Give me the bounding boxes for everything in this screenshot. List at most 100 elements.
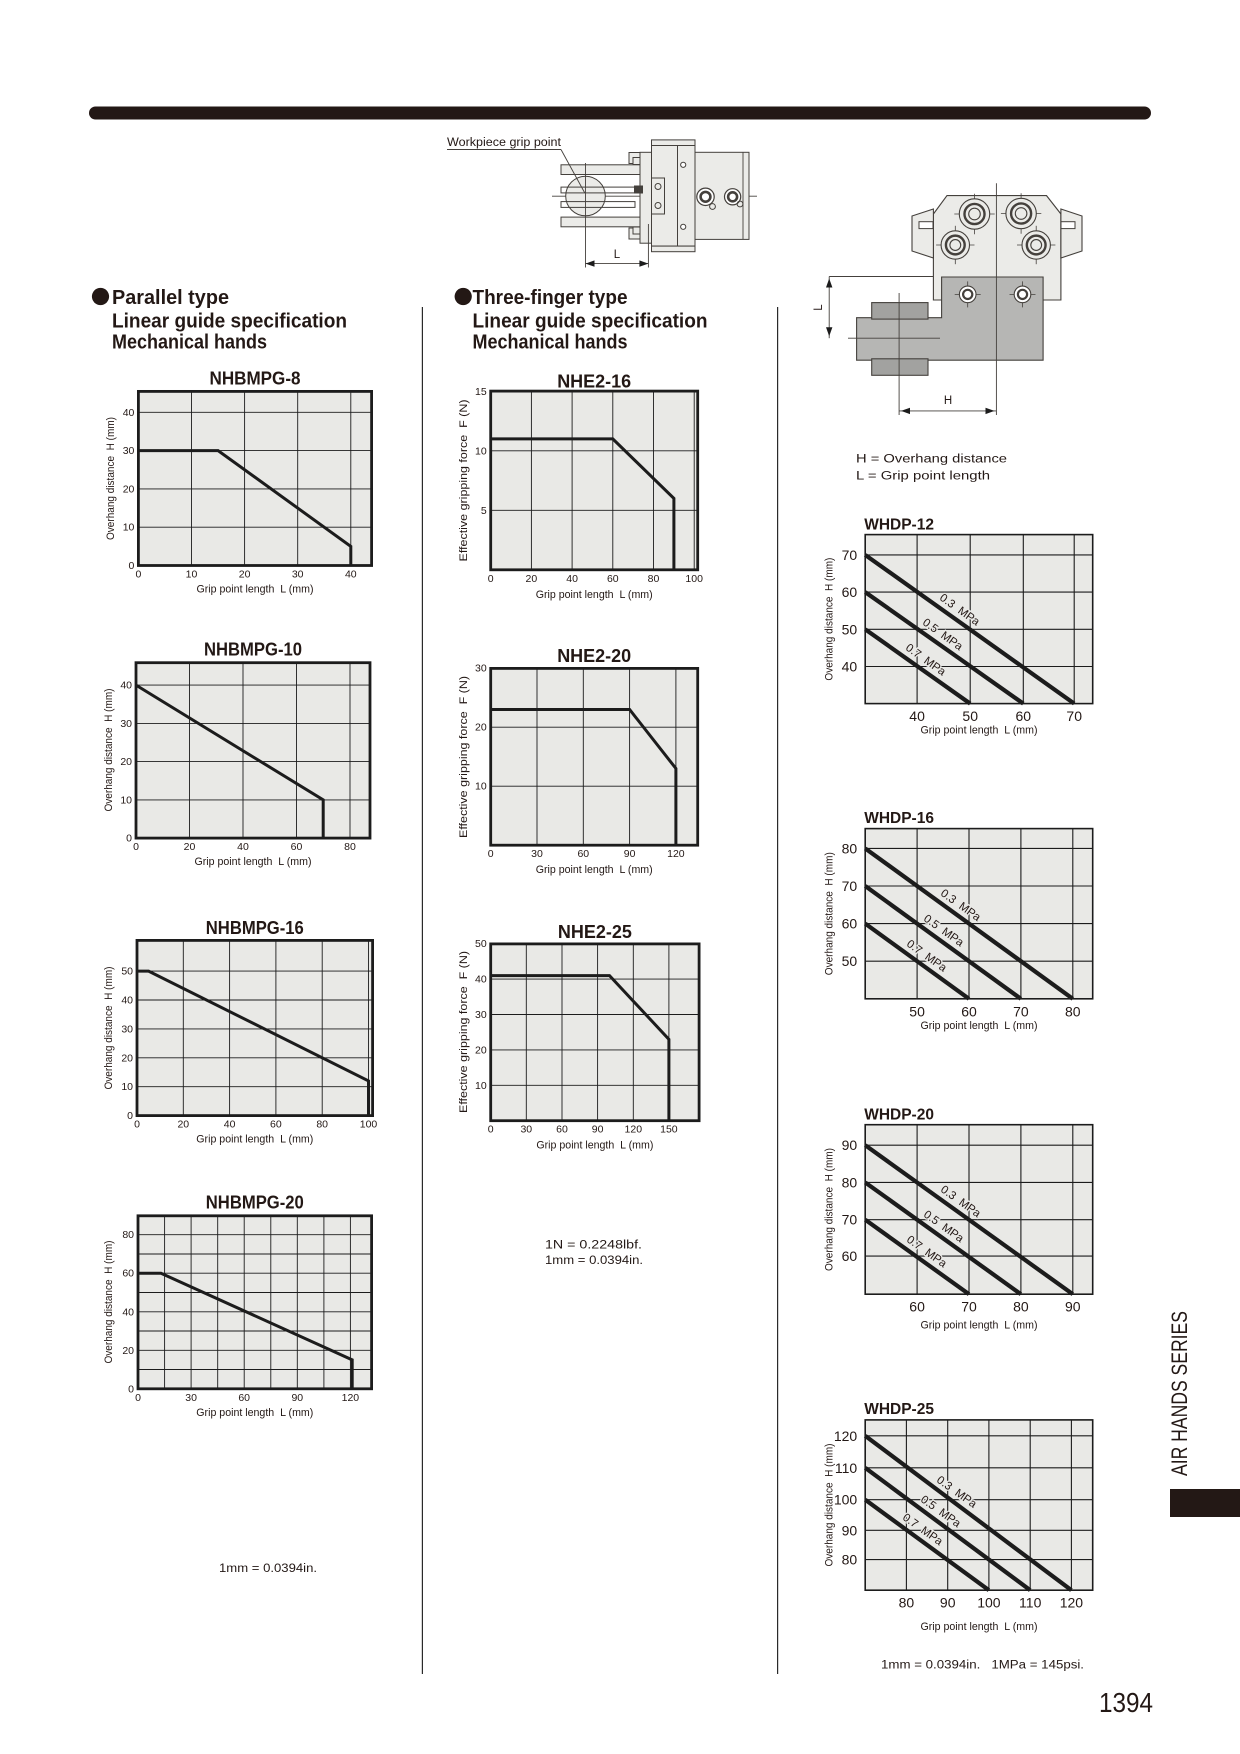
svg-text:20: 20 [177, 1119, 189, 1131]
svg-text:WHDP-16: WHDP-16 [864, 810, 934, 827]
svg-text:Overhang distance H (mm): Overhang distance H (mm) [103, 1241, 115, 1364]
svg-text:10: 10 [186, 569, 198, 581]
svg-text:60: 60 [909, 1299, 925, 1315]
svg-text:10: 10 [120, 794, 132, 806]
svg-text:100: 100 [685, 573, 703, 585]
svg-text:100: 100 [834, 1492, 858, 1508]
svg-text:100: 100 [977, 1595, 1001, 1611]
svg-text:20: 20 [122, 1345, 134, 1357]
svg-text:70: 70 [1066, 708, 1082, 724]
svg-text:60: 60 [122, 1268, 134, 1280]
svg-text:1mm = 0.0394in.: 1mm = 0.0394in. [219, 1563, 317, 1575]
svg-text:Mechanical hands: Mechanical hands [112, 332, 267, 354]
svg-text:Grip point length L (mm): Grip point length L (mm) [921, 1020, 1038, 1032]
svg-text:60: 60 [842, 1248, 858, 1264]
svg-text:Linear guide specification: Linear guide specification [473, 311, 708, 333]
svg-text:0: 0 [135, 569, 141, 581]
svg-text:0: 0 [127, 1110, 133, 1122]
svg-text:40: 40 [122, 1306, 134, 1318]
svg-text:WHDP-20: WHDP-20 [864, 1107, 934, 1124]
svg-text:30: 30 [531, 848, 543, 860]
svg-text:90: 90 [1065, 1299, 1081, 1315]
svg-text:50: 50 [121, 966, 133, 978]
svg-text:30: 30 [292, 569, 304, 581]
svg-text:40: 40 [237, 841, 249, 853]
svg-text:20: 20 [184, 841, 196, 853]
svg-text:30: 30 [475, 1009, 487, 1021]
svg-text:20: 20 [239, 569, 251, 581]
svg-text:Workpiece grip point: Workpiece grip point [447, 137, 562, 149]
svg-text:60: 60 [291, 841, 303, 853]
svg-text:30: 30 [123, 445, 135, 457]
svg-text:NHBMPG-10: NHBMPG-10 [204, 639, 302, 660]
svg-text:60: 60 [842, 916, 858, 932]
svg-text:Parallel type: Parallel type [112, 287, 229, 309]
svg-text:70: 70 [1013, 1003, 1029, 1019]
svg-text:1N = 0.2248lbf.: 1N = 0.2248lbf. [545, 1240, 642, 1252]
svg-text:Overhang distance H (mm): Overhang distance H (mm) [824, 1148, 836, 1271]
svg-text:Grip point length L (mm): Grip point length L (mm) [921, 1320, 1038, 1332]
svg-text:110: 110 [835, 1460, 858, 1476]
svg-text:10: 10 [475, 781, 487, 793]
svg-text:H = Overhang distance: H = Overhang distance [856, 454, 1007, 466]
svg-text:80: 80 [648, 573, 660, 585]
svg-text:80: 80 [899, 1595, 915, 1611]
svg-text:90: 90 [291, 1392, 303, 1404]
svg-text:H: H [944, 395, 952, 407]
svg-text:40: 40 [475, 974, 487, 986]
svg-text:Overhang distance H (mm): Overhang distance H (mm) [103, 689, 115, 812]
svg-text:80: 80 [316, 1119, 328, 1131]
svg-text:150: 150 [660, 1124, 678, 1136]
svg-text:Grip point length L (mm): Grip point length L (mm) [921, 725, 1038, 737]
svg-text:90: 90 [624, 848, 636, 860]
svg-text:0: 0 [134, 1119, 140, 1131]
svg-text:50: 50 [842, 621, 858, 637]
svg-text:Linear guide specification: Linear guide specification [112, 311, 347, 333]
svg-text:90: 90 [842, 1137, 858, 1153]
svg-text:90: 90 [940, 1595, 956, 1611]
svg-text:40: 40 [120, 680, 132, 692]
svg-text:30: 30 [120, 718, 132, 730]
svg-text:0: 0 [126, 833, 132, 845]
svg-text:30: 30 [185, 1392, 197, 1404]
svg-text:0: 0 [128, 1383, 134, 1395]
svg-text:L: L [614, 249, 621, 261]
svg-text:40: 40 [566, 573, 578, 585]
svg-text:20: 20 [121, 1052, 133, 1064]
svg-text:Effective gripping force F (N: Effective gripping force F (N) [458, 951, 470, 1113]
svg-text:40: 40 [123, 407, 135, 419]
svg-text:50: 50 [962, 708, 978, 724]
svg-text:Mechanical hands: Mechanical hands [473, 332, 628, 354]
svg-text:120: 120 [834, 1428, 858, 1444]
svg-text:40: 40 [909, 708, 925, 724]
svg-text:60: 60 [577, 848, 589, 860]
svg-text:Grip point length L (mm): Grip point length L (mm) [536, 864, 653, 876]
svg-text:60: 60 [961, 1003, 977, 1019]
svg-text:30: 30 [475, 663, 487, 675]
svg-text:Three-finger type: Three-finger type [473, 287, 628, 309]
svg-text:60: 60 [1016, 708, 1032, 724]
svg-text:80: 80 [842, 1174, 858, 1190]
svg-text:70: 70 [842, 878, 858, 894]
svg-text:10: 10 [475, 445, 487, 457]
svg-text:Grip point length L (mm): Grip point length L (mm) [196, 1134, 313, 1146]
svg-text:110: 110 [1019, 1595, 1042, 1611]
svg-text:30: 30 [520, 1124, 532, 1136]
svg-text:1mm = 0.0394in.: 1mm = 0.0394in. [545, 1255, 643, 1267]
svg-text:120: 120 [625, 1124, 643, 1136]
svg-text:1394: 1394 [1099, 1687, 1153, 1718]
svg-text:40: 40 [224, 1119, 236, 1131]
svg-text:Grip point length L (mm): Grip point length L (mm) [536, 589, 653, 601]
svg-text:0: 0 [133, 841, 139, 853]
svg-text:Overhang distance H (mm): Overhang distance H (mm) [824, 558, 836, 681]
svg-text:Effective gripping force F (N: Effective gripping force F (N) [458, 676, 470, 838]
svg-text:40: 40 [121, 995, 133, 1007]
svg-text:Overhang distance H (mm): Overhang distance H (mm) [103, 967, 115, 1090]
svg-text:50: 50 [842, 953, 858, 969]
svg-text:20: 20 [123, 483, 135, 495]
svg-text:20: 20 [475, 722, 487, 734]
svg-text:NHE2-20: NHE2-20 [557, 645, 631, 666]
svg-text:Grip point length L (mm): Grip point length L (mm) [196, 1407, 313, 1419]
svg-text:Overhang distance H (mm): Overhang distance H (mm) [824, 852, 836, 975]
svg-text:10: 10 [123, 522, 135, 534]
